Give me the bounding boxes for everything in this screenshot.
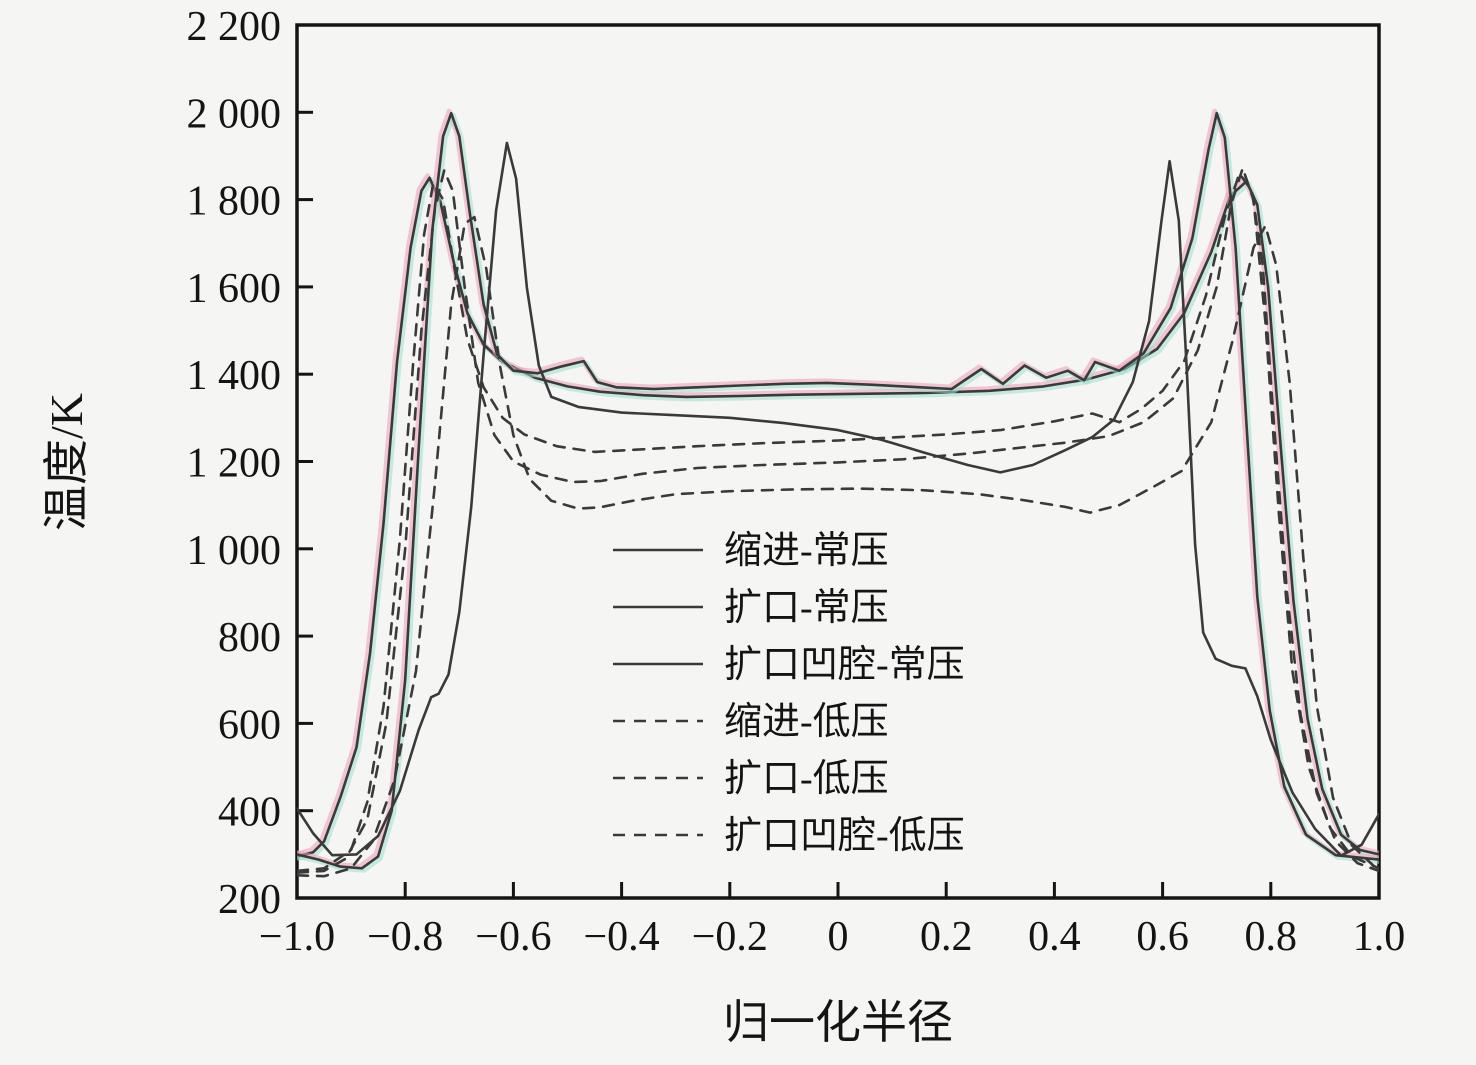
x-axis-title: 归一化半径 bbox=[723, 997, 953, 1048]
y-tick-label: 1 600 bbox=[187, 266, 282, 312]
x-tick-label: −0.8 bbox=[367, 914, 443, 960]
y-tick-label: 200 bbox=[218, 877, 281, 923]
y-tick-label: 1 200 bbox=[187, 441, 282, 487]
legend-item: 缩进-低压 bbox=[613, 701, 889, 743]
legend-label: 缩进-常压 bbox=[724, 530, 889, 572]
x-tick-label: 0 bbox=[828, 914, 849, 960]
y-tick-label: 600 bbox=[218, 702, 281, 748]
y-tick-label: 800 bbox=[218, 615, 281, 661]
curve-缩进-低压 bbox=[297, 172, 1379, 873]
y-tick-label: 1 000 bbox=[187, 528, 282, 574]
legend-label: 扩口凹腔-低压 bbox=[724, 815, 965, 857]
x-tick-label: −0.6 bbox=[475, 914, 551, 960]
y-tick-labels: 200 400 600 800 1 000 1 200 1 400 1 600 1 800 2 0… bbox=[187, 4, 282, 923]
curve-halo-teal-0 bbox=[297, 177, 1379, 861]
curves-group bbox=[297, 108, 1379, 878]
x-tick-label: −0.2 bbox=[692, 914, 768, 960]
legend-label: 扩口-常压 bbox=[724, 587, 889, 629]
x-tick-label: 0.4 bbox=[1028, 914, 1081, 960]
curve-扩口凹腔-低压 bbox=[297, 215, 1379, 878]
legend-item: 扩口凹腔-低压 bbox=[613, 815, 965, 857]
x-tick-labels: −1.0 −0.8 −0.6 −0.4 −0.2 0 0.2 0.4 0.6 0.8 1.0 bbox=[259, 914, 1405, 960]
y-tick-label: 1 800 bbox=[187, 179, 282, 225]
x-tick-label: 0.6 bbox=[1136, 914, 1189, 960]
legend-item: 扩口-常压 bbox=[613, 587, 889, 629]
legend-item: 扩口-低压 bbox=[613, 758, 889, 800]
legend-item: 扩口凹腔-常压 bbox=[613, 644, 965, 686]
y-tick-label: 2 200 bbox=[187, 4, 282, 50]
y-tick-label: 400 bbox=[218, 790, 281, 836]
x-tick-label: −0.4 bbox=[584, 914, 660, 960]
curve-halo-pink-0 bbox=[297, 173, 1379, 857]
x-tick-label: 1.0 bbox=[1353, 914, 1406, 960]
x-tick-label: 0.8 bbox=[1245, 914, 1298, 960]
axis-ticks bbox=[297, 110, 1273, 898]
y-tick-label: 2 000 bbox=[187, 91, 282, 137]
x-tick-label: 0.2 bbox=[920, 914, 973, 960]
x-tick-label: −1.0 bbox=[259, 914, 335, 960]
curve-扩口-常压 bbox=[297, 111, 1379, 870]
y-axis-title: 温度/K bbox=[41, 393, 92, 531]
legend-item: 缩进-常压 bbox=[613, 530, 889, 572]
curve-扩口凹腔-常压 bbox=[297, 141, 1379, 857]
y-tick-label: 1 400 bbox=[187, 353, 282, 399]
legend-label: 缩进-低压 bbox=[724, 701, 889, 743]
legend-label: 扩口-低压 bbox=[724, 758, 889, 800]
legend-label: 扩口凹腔-常压 bbox=[724, 644, 965, 686]
curve-扩口-低压 bbox=[297, 166, 1379, 874]
curve-缩进-常压 bbox=[297, 176, 1379, 858]
